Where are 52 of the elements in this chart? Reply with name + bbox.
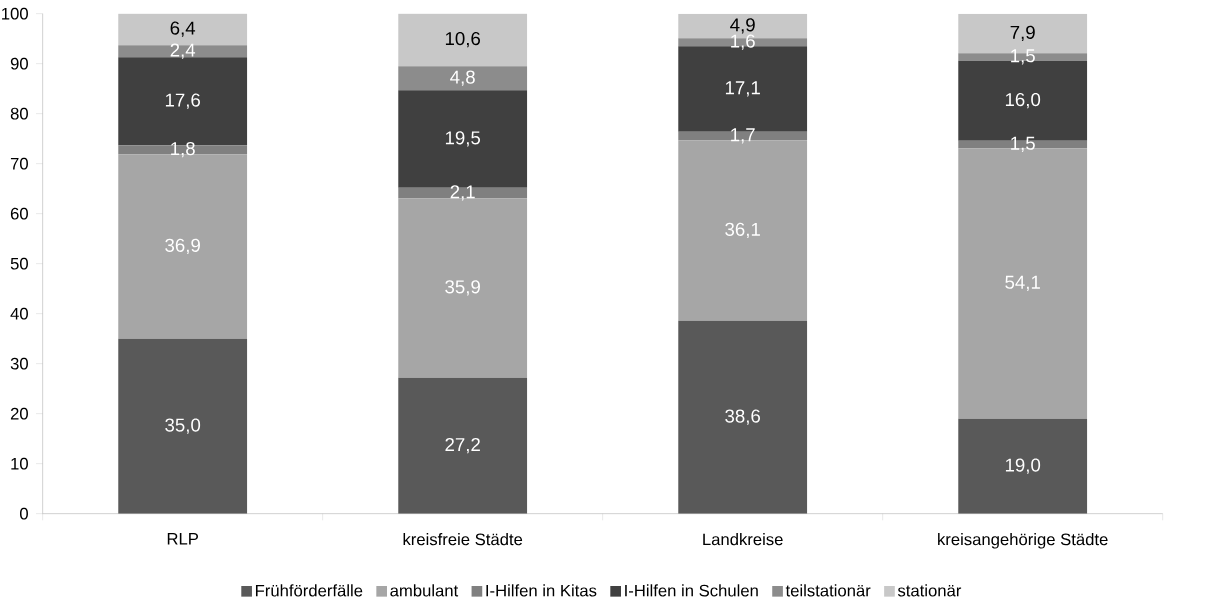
y-tick-label: 40 xyxy=(10,307,28,320)
data-label: 2,1 xyxy=(450,185,475,201)
y-tick-label: 10 xyxy=(11,457,28,470)
data-label: 19,5 xyxy=(445,131,481,147)
data-label: 1,8 xyxy=(171,141,195,158)
legend-label: Frühförderfälle xyxy=(255,584,363,597)
data-label: 36,9 xyxy=(165,238,200,255)
data-label: 1,6 xyxy=(731,34,755,50)
bar xyxy=(398,66,528,91)
data-label: 27,2 xyxy=(445,437,480,454)
data-label: 35,9 xyxy=(445,280,480,296)
bar xyxy=(958,418,1088,514)
bar xyxy=(118,45,248,58)
data-label: 10,6 xyxy=(445,31,481,48)
data-label: 38,6 xyxy=(725,409,761,425)
legend-label: stationär xyxy=(897,584,962,597)
y-tick-label: 80 xyxy=(10,107,28,120)
x-tick-label: Landkreise xyxy=(703,533,783,546)
x-tick-label: kreisfreie Städte xyxy=(403,533,523,546)
bar xyxy=(398,13,528,67)
data-label: 1,7 xyxy=(731,128,755,144)
data-label: 17,6 xyxy=(165,93,201,109)
y-tick-label: 60 xyxy=(10,207,28,220)
data-label: 16,0 xyxy=(1005,92,1041,109)
x-tick-label: RLP xyxy=(167,533,199,545)
legend-label: I-Hilfen in Schulen xyxy=(625,584,758,597)
y-tick-label: 100 xyxy=(2,7,28,20)
y-tick-label: 30 xyxy=(10,357,28,370)
y-tick-label: 20 xyxy=(10,407,28,420)
y-tick-label: 50 xyxy=(10,257,28,270)
data-label: 54,1 xyxy=(1005,275,1040,292)
x-tick-label: kreisangehörige Städte xyxy=(938,533,1108,549)
bar xyxy=(678,320,808,514)
data-label: 4,9 xyxy=(730,18,755,34)
legend-label: I-Hilfen in Kitas xyxy=(486,584,597,597)
y-tick-label: 70 xyxy=(10,157,28,170)
y-tick-label: 90 xyxy=(10,57,28,70)
data-label: 36,1 xyxy=(725,222,760,239)
legend-label: teilstationär xyxy=(785,584,871,597)
bar xyxy=(118,338,248,514)
data-label: 2,4 xyxy=(170,43,196,59)
y-tick-label: 0 xyxy=(20,507,28,520)
bar xyxy=(398,377,528,514)
bar xyxy=(398,187,528,199)
data-label: 19,0 xyxy=(1005,458,1041,474)
data-label: 4,8 xyxy=(450,70,475,86)
data-label: 6,4 xyxy=(170,21,196,37)
legend-label: ambulant xyxy=(390,584,459,597)
data-label: 35,0 xyxy=(165,418,201,434)
data-label: 7,9 xyxy=(1010,25,1035,42)
data-label: 17,1 xyxy=(725,81,760,97)
data-label: 1,5 xyxy=(1011,136,1035,153)
